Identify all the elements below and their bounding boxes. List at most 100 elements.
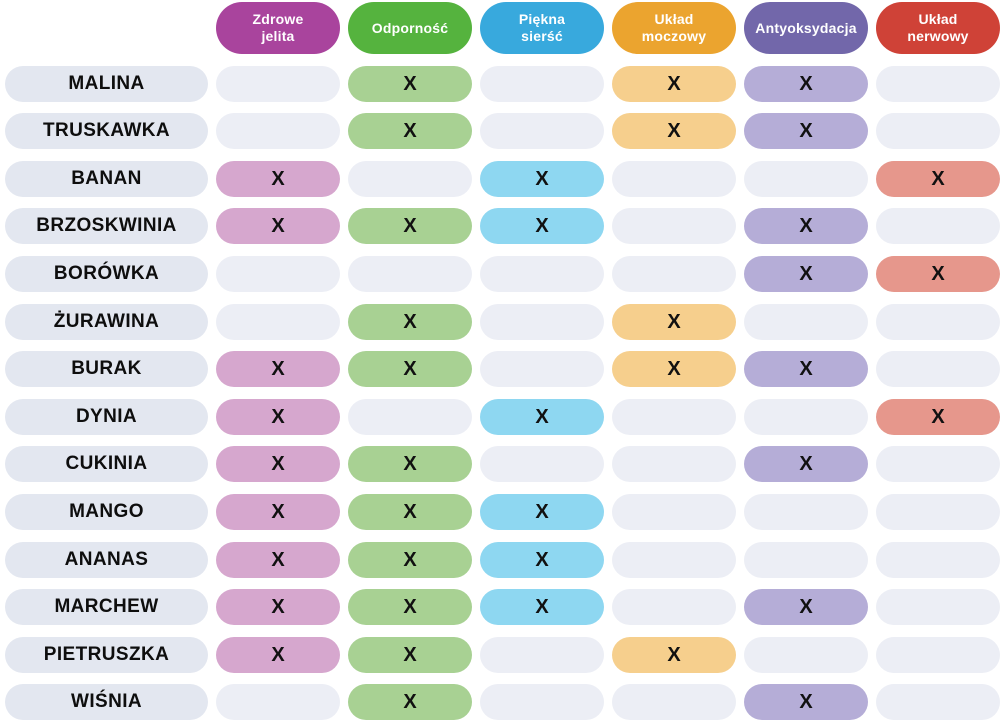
mark-x: X (799, 453, 813, 476)
cell-marked-piekna-siersc: X (480, 589, 604, 626)
mark-x: X (271, 358, 285, 381)
cell-marked-uklad-moczowy: X (612, 65, 736, 102)
cell-marked-zdrowe-jelita: X (216, 398, 340, 435)
mark-x: X (535, 167, 549, 190)
cell-marked-odpornosc: X (348, 493, 472, 530)
mark-x: X (403, 691, 417, 714)
cell-marked-uklad-moczowy: X (612, 303, 736, 340)
cell-empty (744, 636, 868, 673)
cell-empty (348, 398, 472, 435)
mark-x: X (667, 72, 681, 95)
cell-marked-zdrowe-jelita: X (216, 208, 340, 245)
mark-x: X (799, 215, 813, 238)
cell-marked-zdrowe-jelita: X (216, 541, 340, 578)
cell-empty (612, 493, 736, 530)
mark-x: X (403, 500, 417, 523)
cell-marked-odpornosc: X (348, 303, 472, 340)
cell-marked-uklad-moczowy: X (612, 113, 736, 150)
mark-x: X (667, 120, 681, 143)
cell-empty (480, 446, 604, 483)
column-header-piekna-siersc: Piękna sierść (480, 2, 604, 54)
row-label: CUKINIA (5, 446, 208, 483)
mark-x: X (403, 643, 417, 666)
mark-x: X (403, 453, 417, 476)
cell-marked-odpornosc: X (348, 208, 472, 245)
row-label: ŻURAWINA (5, 303, 208, 340)
mark-x: X (931, 262, 945, 285)
mark-x: X (271, 453, 285, 476)
row-label: BANAN (5, 160, 208, 197)
cell-marked-antyoksydacja: X (744, 113, 868, 150)
mark-x: X (271, 215, 285, 238)
column-header-label: Zdrowe (252, 11, 304, 28)
mark-x: X (271, 405, 285, 428)
cell-empty (876, 113, 1000, 150)
mark-x: X (535, 548, 549, 571)
mark-x: X (535, 500, 549, 523)
mark-x: X (403, 548, 417, 571)
cell-empty (348, 255, 472, 292)
cell-marked-odpornosc: X (348, 589, 472, 626)
cell-empty (876, 303, 1000, 340)
mark-x: X (667, 358, 681, 381)
mark-x: X (535, 215, 549, 238)
cell-marked-odpornosc: X (348, 446, 472, 483)
cell-empty (480, 684, 604, 720)
mark-x: X (403, 120, 417, 143)
cell-marked-piekna-siersc: X (480, 160, 604, 197)
cell-empty (612, 255, 736, 292)
cell-empty (348, 160, 472, 197)
cell-empty (216, 684, 340, 720)
cell-marked-zdrowe-jelita: X (216, 636, 340, 673)
column-header-uklad-moczowy: Układ moczowy (612, 2, 736, 54)
cell-empty (216, 113, 340, 150)
cell-marked-antyoksydacja: X (744, 65, 868, 102)
cell-empty (216, 255, 340, 292)
mark-x: X (931, 405, 945, 428)
mark-x: X (403, 72, 417, 95)
mark-x: X (271, 643, 285, 666)
cell-empty (480, 65, 604, 102)
cell-empty (612, 398, 736, 435)
column-header-label: jelita (261, 28, 295, 44)
cell-empty (876, 684, 1000, 720)
mark-x: X (403, 310, 417, 333)
mark-x: X (403, 596, 417, 619)
row-label: MALINA (5, 65, 208, 102)
cell-marked-antyoksydacja: X (744, 351, 868, 388)
column-header-uklad-nerwowy: Układ nerwowy (876, 2, 1000, 54)
mark-x: X (271, 596, 285, 619)
row-label: ANANAS (5, 541, 208, 578)
cell-marked-odpornosc: X (348, 636, 472, 673)
mark-x: X (535, 405, 549, 428)
cell-marked-uklad-nerwowy: X (876, 160, 1000, 197)
cell-empty (744, 160, 868, 197)
column-header-odpornosc: Odporność (348, 2, 472, 54)
cell-empty (216, 65, 340, 102)
cell-empty (216, 303, 340, 340)
cell-empty (480, 636, 604, 673)
cell-marked-antyoksydacja: X (744, 255, 868, 292)
mark-x: X (799, 262, 813, 285)
cell-marked-antyoksydacja: X (744, 589, 868, 626)
cell-empty (744, 398, 868, 435)
cell-marked-piekna-siersc: X (480, 493, 604, 530)
cell-marked-odpornosc: X (348, 684, 472, 720)
cell-marked-piekna-siersc: X (480, 208, 604, 245)
cell-empty (480, 303, 604, 340)
cell-marked-uklad-moczowy: X (612, 636, 736, 673)
cell-empty (876, 65, 1000, 102)
mark-x: X (271, 167, 285, 190)
cell-empty (612, 208, 736, 245)
cell-empty (876, 493, 1000, 530)
cell-empty (876, 351, 1000, 388)
cell-empty (612, 541, 736, 578)
mark-x: X (667, 643, 681, 666)
row-label: DYNIA (5, 398, 208, 435)
column-header-label: Piękna (518, 11, 566, 28)
column-header-label: Układ (654, 11, 694, 28)
column-header-label: Antyoksydacja (755, 19, 857, 36)
cell-marked-piekna-siersc: X (480, 541, 604, 578)
cell-marked-uklad-moczowy: X (612, 351, 736, 388)
